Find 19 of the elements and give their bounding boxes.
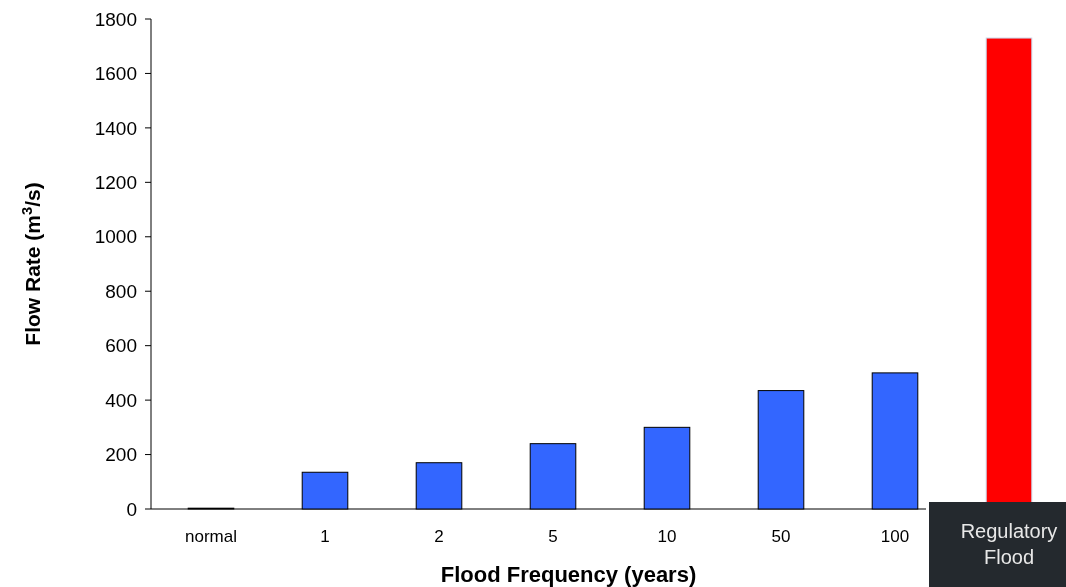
y-tick-label: 1600 [94, 63, 137, 85]
x-tick-label: 2 [434, 527, 444, 546]
x-tick-label: 100 [880, 527, 910, 546]
y-tick-label: 1400 [94, 117, 137, 139]
y-tick-label: 400 [105, 389, 137, 411]
x-axis-title: Flood Frequency (years) [440, 562, 697, 587]
y-tick-label: 1000 [94, 226, 137, 248]
y-tick-label: 800 [105, 280, 137, 302]
x-tick-label: Regulatory Flood [960, 520, 1058, 568]
x-tick-label: 50 [771, 527, 791, 546]
y-tick-label: 1200 [94, 171, 137, 193]
y-tick-label: 1800 [94, 8, 137, 30]
y-tick-label: 600 [105, 335, 137, 357]
y-tick-label: 200 [105, 444, 137, 466]
x-tick-label: 5 [548, 527, 558, 546]
y-tick-label: 0 [126, 498, 137, 520]
x-tick-label: normal [185, 527, 237, 546]
x-tick-label: 1 [320, 527, 330, 546]
x-tick-label: 10 [657, 527, 677, 546]
